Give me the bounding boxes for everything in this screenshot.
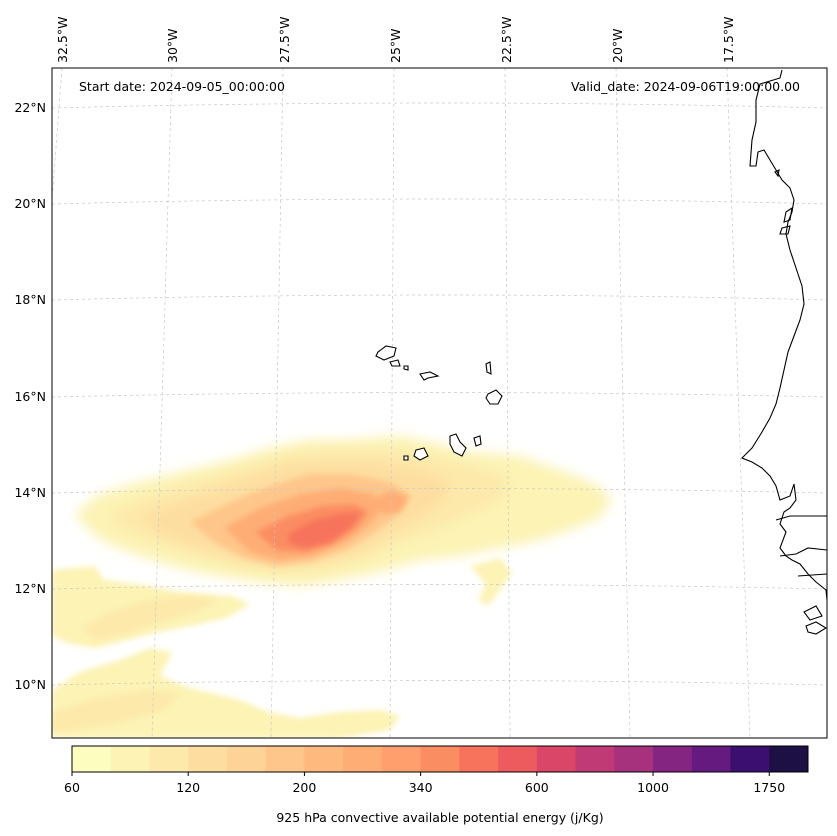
island-sao-vicente bbox=[389, 359, 401, 367]
colorbar-swatch bbox=[730, 746, 770, 772]
colorbar-swatch bbox=[110, 746, 150, 772]
lon-label: 22.5°W bbox=[499, 17, 514, 63]
lat-label: 20°N bbox=[14, 196, 46, 211]
parallel-12n bbox=[52, 584, 827, 590]
cape-south-band-2 bbox=[82, 596, 218, 640]
island-boa-vista bbox=[485, 389, 503, 405]
lon-label: 25°W bbox=[388, 28, 403, 63]
parallel-10n bbox=[52, 680, 827, 686]
island-sal bbox=[485, 361, 492, 375]
parallel-20n bbox=[52, 198, 827, 205]
colorbar-swatch bbox=[188, 746, 228, 772]
meridian-25w bbox=[389, 68, 395, 738]
latitude-labels: 22°N 20°N 18°N 16°N 14°N 12°N 10°N bbox=[14, 100, 46, 692]
colorbar-swatch bbox=[498, 746, 538, 772]
colorbar-swatch bbox=[343, 746, 383, 772]
lat-label: 18°N bbox=[14, 292, 46, 307]
map-area bbox=[52, 68, 827, 738]
parallel-16n bbox=[52, 392, 827, 398]
colorbar-swatch bbox=[265, 746, 305, 772]
colorbar-swatch bbox=[459, 746, 499, 772]
cape-sw-patch-2 bbox=[52, 690, 180, 732]
colorbar-tick-label: 1000 bbox=[637, 780, 669, 795]
map-frame bbox=[51, 67, 828, 739]
lat-label: 12°N bbox=[14, 581, 46, 596]
island-sao-nicolau bbox=[419, 371, 440, 381]
lon-label: 17.5°W bbox=[721, 17, 736, 63]
colorbar-ticks: 60 120 200 340 600 1000 1750 bbox=[64, 772, 785, 795]
colorbar-label: 925 hPa convective available potential e… bbox=[276, 810, 603, 825]
start-date-label: Start date: 2024-09-05_00:00:00 bbox=[79, 79, 285, 94]
valid-date-label: Valid_date: 2024-09-06T19:00:00.00 bbox=[571, 79, 800, 94]
island-santo-antao bbox=[375, 345, 397, 361]
colorbar-swatch bbox=[420, 746, 460, 772]
lat-label: 10°N bbox=[14, 677, 46, 692]
island-santa-luzia bbox=[403, 365, 409, 371]
coast-islet-2 bbox=[774, 169, 780, 178]
lat-label: 16°N bbox=[14, 389, 46, 404]
colorbar-tick-label: 340 bbox=[409, 780, 433, 795]
island-santiago bbox=[449, 433, 467, 457]
meridian-30w bbox=[151, 68, 173, 738]
colorbar-tick-label: 200 bbox=[292, 780, 316, 795]
africa-coast bbox=[741, 69, 827, 601]
island-fogo bbox=[413, 447, 429, 461]
cape-band-core bbox=[288, 512, 362, 548]
lon-label: 27.5°W bbox=[277, 17, 292, 63]
cape-east-fingers bbox=[470, 558, 512, 606]
colorbar-frame bbox=[71, 745, 809, 773]
colorbar-swatch bbox=[226, 746, 267, 772]
cape-field bbox=[52, 436, 612, 738]
colorbar-swatch bbox=[149, 746, 189, 772]
colorbar-tick-label: 60 bbox=[64, 780, 80, 795]
parallel-18n bbox=[52, 294, 827, 301]
lon-label: 32.5°W bbox=[55, 17, 70, 63]
meridian-27-5w bbox=[270, 68, 284, 738]
colorbar-tick-label: 1750 bbox=[753, 780, 785, 795]
island-brava bbox=[403, 455, 409, 461]
coast-islet-north-2 bbox=[779, 225, 791, 235]
parallel-14n bbox=[52, 488, 827, 494]
colorbar-swatch bbox=[381, 746, 422, 772]
colorbar: 60 120 200 340 600 1000 1750 925 hPa convectiv… bbox=[64, 745, 809, 825]
lat-label: 22°N bbox=[14, 100, 46, 115]
colorbar-swatch bbox=[769, 746, 809, 772]
parallel-22n bbox=[52, 102, 827, 109]
lon-label: 20°W bbox=[610, 28, 625, 63]
gridlines bbox=[52, 68, 827, 738]
cape-verde-islands bbox=[375, 345, 503, 461]
colorbar-swatch bbox=[653, 746, 693, 772]
lat-label: 14°N bbox=[14, 485, 46, 500]
colorbar-tick-label: 600 bbox=[525, 780, 549, 795]
meridian-22-5w bbox=[504, 68, 511, 738]
colorbar-swatches bbox=[72, 746, 809, 772]
island-maio bbox=[473, 435, 482, 447]
meridian-17-5w bbox=[726, 68, 751, 738]
meridian-20w bbox=[615, 68, 631, 738]
coast-islet-north-1 bbox=[783, 206, 793, 223]
colorbar-swatch bbox=[614, 746, 654, 772]
longitude-labels: 32.5°W 30°W 27.5°W 25°W 22.5°W 20°W 17.5… bbox=[55, 17, 736, 63]
colorbar-swatch bbox=[72, 746, 112, 772]
colorbar-swatch bbox=[575, 746, 615, 772]
guinea-coast bbox=[775, 515, 827, 635]
lon-label: 30°W bbox=[165, 28, 180, 63]
colorbar-tick-label: 120 bbox=[176, 780, 200, 795]
colorbar-swatch bbox=[304, 746, 344, 772]
cape-secondary-core bbox=[372, 490, 408, 514]
colorbar-swatch bbox=[536, 746, 577, 772]
colorbar-swatch bbox=[691, 746, 732, 772]
coastlines bbox=[741, 69, 827, 635]
meridian-32-5w bbox=[52, 68, 63, 201]
map-background bbox=[52, 68, 827, 738]
